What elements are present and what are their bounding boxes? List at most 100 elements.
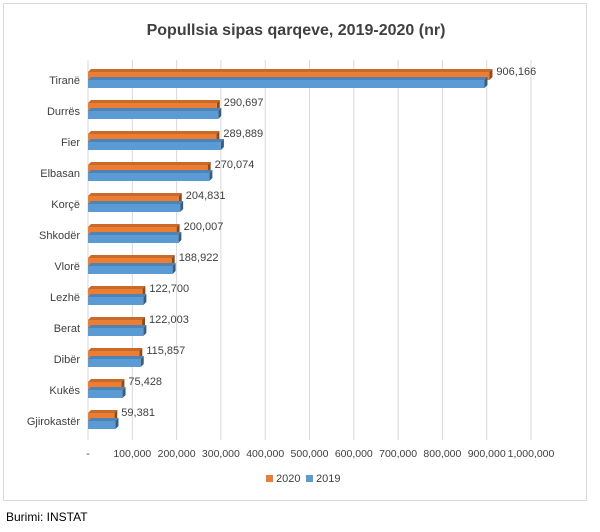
- bar-top-face: [88, 170, 213, 173]
- bar-side-face: [143, 294, 147, 305]
- category-label: Durrës: [47, 106, 81, 118]
- bar-front-face: [88, 235, 179, 243]
- source-note: Burimi: INSTAT: [6, 510, 88, 524]
- category-label: Shkodër: [39, 230, 80, 242]
- bar-front-face: [88, 173, 210, 181]
- data-label: 200,007: [184, 221, 224, 233]
- bar-front-face: [88, 351, 140, 359]
- bar-2019: [88, 232, 182, 243]
- category-label: Korçë: [51, 199, 80, 211]
- bar-front-face: [88, 111, 219, 119]
- bar-top-face: [88, 325, 147, 328]
- x-tick-label: 500,000: [291, 448, 329, 460]
- bar-2019: [88, 263, 176, 274]
- bar-top-face: [88, 108, 222, 111]
- bar-top-face: [88, 379, 125, 382]
- bar-front-face: [88, 289, 143, 297]
- data-label: 906,166: [496, 66, 536, 78]
- bar-top-face: [88, 232, 182, 235]
- x-tick-label: 300,000: [202, 448, 240, 460]
- bar-top-face: [88, 139, 224, 142]
- data-label: 290,697: [224, 97, 264, 109]
- category-label: Vlorë: [54, 261, 80, 273]
- category-label: Gjirokastër: [27, 416, 81, 428]
- bar-side-face: [122, 387, 126, 398]
- x-tick-label: 100,000: [113, 448, 151, 460]
- data-label: 188,922: [179, 252, 219, 264]
- bar-top-face: [88, 294, 147, 297]
- bar-front-face: [88, 258, 172, 266]
- chart-title: Popullsia sipas qarqeve, 2019-2020 (nr): [147, 22, 446, 39]
- data-label: 115,857: [146, 345, 185, 357]
- category-label: Elbasan: [40, 168, 80, 180]
- bar-2019: [88, 356, 144, 367]
- bar-front-face: [88, 196, 179, 204]
- bar-front-face: [88, 359, 141, 367]
- category-label: Lezhë: [50, 292, 80, 304]
- category-label: Berat: [54, 323, 80, 335]
- bar-2020: [88, 69, 493, 80]
- data-label: 122,700: [149, 283, 189, 295]
- bar-2019: [88, 170, 213, 181]
- legend-swatch-2019: [306, 475, 313, 482]
- x-tick-label: -: [86, 448, 90, 460]
- legend-swatch-2020: [266, 475, 273, 482]
- bar-top-face: [88, 286, 146, 289]
- bar-front-face: [88, 413, 115, 421]
- bar-top-face: [88, 69, 493, 72]
- bar-side-face: [218, 108, 222, 119]
- bar-top-face: [88, 255, 175, 258]
- category-label: Fier: [61, 137, 80, 149]
- bar-top-face: [88, 162, 211, 165]
- bar-front-face: [88, 266, 173, 274]
- bar-front-face: [88, 421, 116, 429]
- chart-svg: Popullsia sipas qarqeve, 2019-2020 (nr) -…: [27, 22, 555, 485]
- bar-top-face: [88, 100, 220, 103]
- bar-front-face: [88, 328, 144, 336]
- bar-top-face: [88, 356, 144, 359]
- bar-top-face: [88, 77, 488, 80]
- bar-front-face: [88, 103, 217, 111]
- data-label: 289,889: [223, 128, 263, 140]
- bar-front-face: [88, 72, 490, 80]
- bar-2019: [88, 387, 126, 398]
- bar-side-face: [115, 418, 119, 429]
- bar-top-face: [88, 201, 184, 204]
- bar-2019: [88, 201, 184, 212]
- bar-side-face: [209, 170, 213, 181]
- bar-2019: [88, 108, 222, 119]
- bar-side-face: [140, 356, 144, 367]
- bar-2019: [88, 77, 488, 88]
- x-tick-label: 600,000: [335, 448, 373, 460]
- bar-top-face: [88, 131, 220, 134]
- bar-top-face: [88, 387, 126, 390]
- bar-front-face: [88, 320, 143, 328]
- bar-2020: [88, 379, 125, 390]
- bar-top-face: [88, 263, 176, 266]
- data-label: 59,381: [121, 407, 155, 419]
- bar-side-face: [220, 139, 224, 150]
- bar-side-face: [489, 69, 493, 80]
- category-label: Dibër: [54, 354, 81, 366]
- bar-front-face: [88, 165, 208, 173]
- data-label: 75,428: [128, 376, 162, 388]
- bar-front-face: [88, 142, 221, 150]
- chart-frame: Popullsia sipas qarqeve, 2019-2020 (nr) -…: [3, 3, 587, 501]
- data-label: 204,831: [186, 190, 226, 202]
- x-tick-label: 200,000: [158, 448, 196, 460]
- bar-top-face: [88, 418, 119, 421]
- bar-front-face: [88, 297, 144, 305]
- bar-2019: [88, 418, 119, 429]
- data-label: 122,003: [149, 314, 189, 326]
- bar-2019: [88, 294, 147, 305]
- category-label: Tiranë: [49, 75, 80, 87]
- bar-front-face: [88, 204, 181, 212]
- bar-top-face: [88, 348, 143, 351]
- x-tick-label: 400,000: [246, 448, 284, 460]
- bar-2019: [88, 325, 147, 336]
- bar-front-face: [88, 134, 217, 142]
- bar-top-face: [88, 193, 182, 196]
- x-tick-label: 800,000: [423, 448, 461, 460]
- bar-side-face: [172, 263, 176, 274]
- x-tick-label: 900,000: [468, 448, 506, 460]
